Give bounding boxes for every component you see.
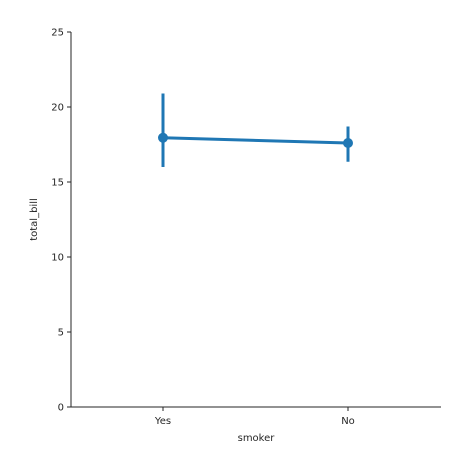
- y-tick-label: 25: [51, 28, 64, 39]
- y-axis-label: total_bill: [29, 198, 40, 241]
- x-tick-label: Yes: [154, 416, 171, 427]
- series-layer: [158, 93, 353, 167]
- plot-area: 0 5 10 15 20 25 Yes No: [51, 28, 441, 427]
- y-tick-label: 10: [51, 253, 64, 264]
- y-axis-ticks: 0 5 10 15 20 25: [51, 28, 71, 414]
- y-tick-label: 0: [58, 403, 64, 414]
- x-axis-label: smoker: [238, 433, 276, 444]
- series-line: [161, 136, 350, 145]
- data-point: [343, 138, 353, 148]
- y-tick-label: 5: [58, 328, 64, 339]
- data-point: [158, 132, 168, 143]
- x-axis-ticks: Yes No: [154, 407, 355, 427]
- y-tick-label: 15: [51, 178, 64, 189]
- x-tick-label: No: [341, 416, 355, 427]
- y-tick-label: 20: [51, 103, 64, 114]
